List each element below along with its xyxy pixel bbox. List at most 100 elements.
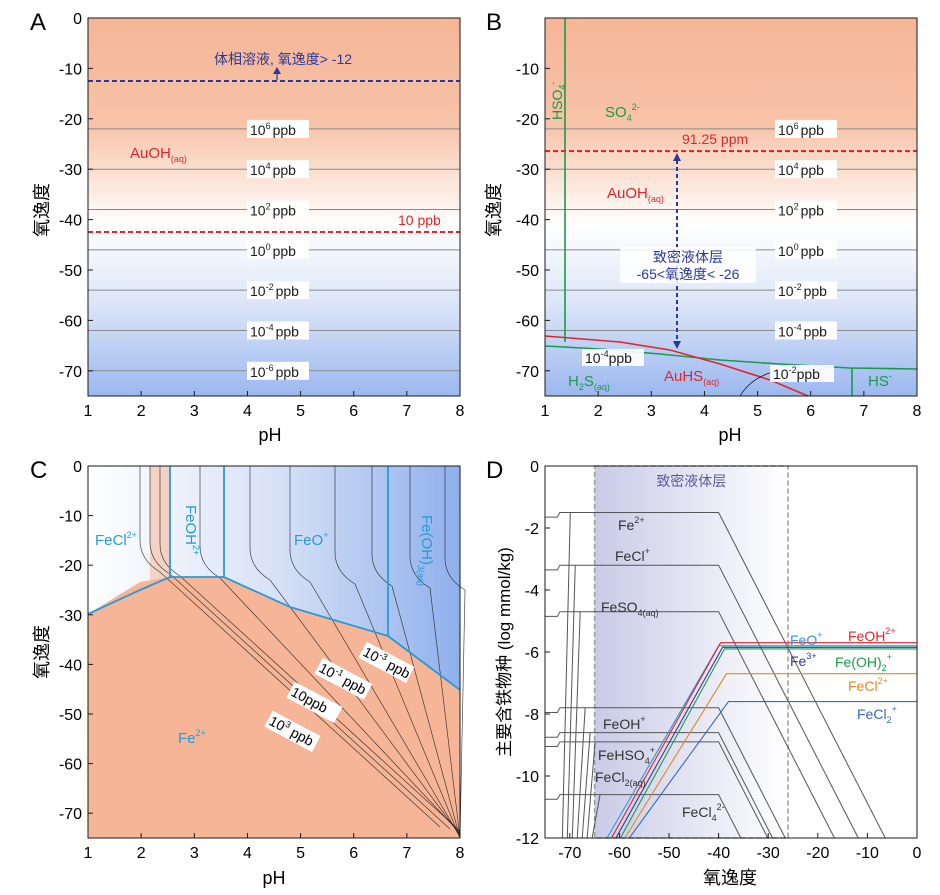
contour-label: 10-6 ppb [250, 363, 299, 380]
y-tick-label: -10 [59, 509, 82, 526]
panel-d-zone [593, 465, 789, 839]
panel-a-xlabel: pH [258, 425, 281, 445]
panel-b-zone-box [620, 247, 756, 283]
panel-b-zone-text-1: 致密液体层 [653, 249, 723, 265]
series-label: Fe3+ [790, 651, 817, 669]
y-tick-label: -50 [59, 707, 82, 724]
series-line [545, 707, 786, 839]
contour-label: 106 ppb [250, 121, 296, 138]
series-label: FeCl2(aq) [595, 769, 646, 788]
series-rise [581, 732, 591, 839]
panel-c-feo-label: FeO+ [294, 530, 328, 549]
panel-c-fe2-label: Fe2+ [178, 728, 206, 747]
x-tick-label: 2 [137, 845, 146, 862]
series-line [610, 642, 917, 839]
y-tick-label: 0 [73, 459, 82, 476]
x-tick-label: 2 [594, 403, 603, 420]
series-label: FeO+ [790, 630, 823, 648]
panel-b-ppm-text: 91.25 ppm [682, 131, 748, 147]
series-line [624, 673, 917, 839]
y-tick-label: -4 [525, 583, 539, 600]
panel-b-hs-label: HS- [868, 371, 892, 390]
panel-a-ylabel: 氧逸度 [32, 183, 52, 237]
x-tick-label: 1 [541, 403, 550, 420]
x-tick-label: -30 [757, 845, 780, 862]
panel-b-h2s-label: H2S(aq) [568, 373, 610, 392]
contour-curve [249, 466, 461, 836]
x-tick-label: 4 [700, 403, 709, 420]
y-tick-label: -8 [525, 707, 539, 724]
series-label: FeCl2+ [848, 676, 888, 694]
contour-label-box [247, 281, 309, 300]
x-tick-label: 3 [190, 845, 199, 862]
panel-b-axes: 1 2 3 4 5 6 7 8 -10 -20 -30 -40 -50 -60 -70 [516, 61, 922, 420]
x-tick-label: 5 [753, 403, 762, 420]
x-tick-label: 8 [913, 403, 922, 420]
contour-label: 106 ppb [778, 121, 824, 138]
y-tick-label: 0 [73, 11, 82, 28]
panel-b-arrow-down [673, 341, 681, 349]
series-rise [591, 794, 601, 839]
x-tick-label: 0 [913, 845, 922, 862]
y-tick-label: -40 [59, 657, 82, 674]
panel-b-arrow-up [673, 153, 681, 161]
panel-c-xlabel: pH [262, 868, 285, 888]
contour-curve [139, 466, 441, 828]
x-tick-label: 3 [190, 403, 199, 420]
series-label: FeCl+ [615, 546, 650, 564]
panel-d-axes: -70 -60 -50 -40 -30 -20 -10 0 0 -2 -4 -6 -8 -10 -12 [516, 459, 922, 862]
y-tick-label: -30 [59, 608, 82, 625]
panel-a-contours: 106 ppb 104 ppb 102 ppb 100 ppb 10-2 ppb 10-4 ppb 10… [88, 119, 460, 380]
contour-label-box [247, 240, 309, 259]
contour-label: 10-4 ppb [778, 322, 827, 339]
y-tick-label: -70 [516, 364, 539, 381]
series-rise [561, 512, 571, 839]
contour-curve [334, 466, 461, 839]
series-label: FeSO4(aq) [601, 599, 659, 618]
series-line [545, 741, 769, 839]
panel-letter-b: B [486, 9, 502, 36]
y-tick-label: -50 [516, 263, 539, 280]
panel-letter-d: D [486, 457, 503, 484]
svg-text:10-1 ppb: 10-1 ppb [317, 659, 370, 698]
series-rise [576, 707, 586, 839]
y-tick-label: -6 [525, 645, 539, 662]
contour-label: 104 ppb [778, 161, 824, 178]
y-tick-label: -60 [59, 757, 82, 774]
y-tick-label: -60 [516, 313, 539, 330]
series-line [545, 512, 886, 839]
y-tick-label: -10 [516, 769, 539, 786]
contour-curve [159, 466, 461, 832]
panel-d-xlabel: 氧逸度 [703, 868, 757, 888]
series-label: FeCl2+ [857, 704, 897, 725]
y-tick-label: -40 [59, 213, 82, 230]
contour-label-box [775, 281, 837, 300]
panel-b: 106 ppb 104 ppb 102 ppb 100 ppb 10-2 ppb 10-4 ppb 9… [484, 9, 922, 445]
x-tick-label: 3 [647, 403, 656, 420]
series-label: FeOH+ [603, 714, 646, 732]
panel-d-zone-text: 致密液体层 [656, 473, 726, 489]
contour-label: 104 ppb [250, 161, 296, 178]
panel-b-auoh-label: AuOH(aq) [607, 185, 664, 204]
y-tick-label: -20 [59, 112, 82, 129]
x-tick-label: -60 [608, 845, 631, 862]
y-tick-label: -30 [59, 162, 82, 179]
contour-label-box [775, 240, 837, 259]
y-tick-label: -20 [59, 558, 82, 575]
contour-label-box [247, 160, 309, 179]
contour-label: 100 ppb [250, 242, 296, 259]
panel-b-auhs-label: AuHS(aq) [664, 368, 719, 387]
panel-c-feoh-label: FeOH2+ [182, 505, 201, 555]
y-tick-label: -70 [59, 806, 82, 823]
panel-b-contours: 106 ppb 104 ppb 102 ppb 100 ppb 10-2 ppb 10-4 ppb [545, 119, 917, 340]
panel-b-auhs-boundary [544, 335, 809, 397]
contour-label-box [247, 119, 309, 138]
panel-b-low-contour-label-1: 10-4ppb [585, 349, 632, 366]
series-line [545, 794, 742, 839]
contour-label-box [775, 321, 837, 340]
y-tick-label: -40 [516, 213, 539, 230]
panel-b-xlabel: pH [718, 425, 741, 445]
panel-b-low-contour-label-2: 10-2ppb [773, 365, 820, 382]
